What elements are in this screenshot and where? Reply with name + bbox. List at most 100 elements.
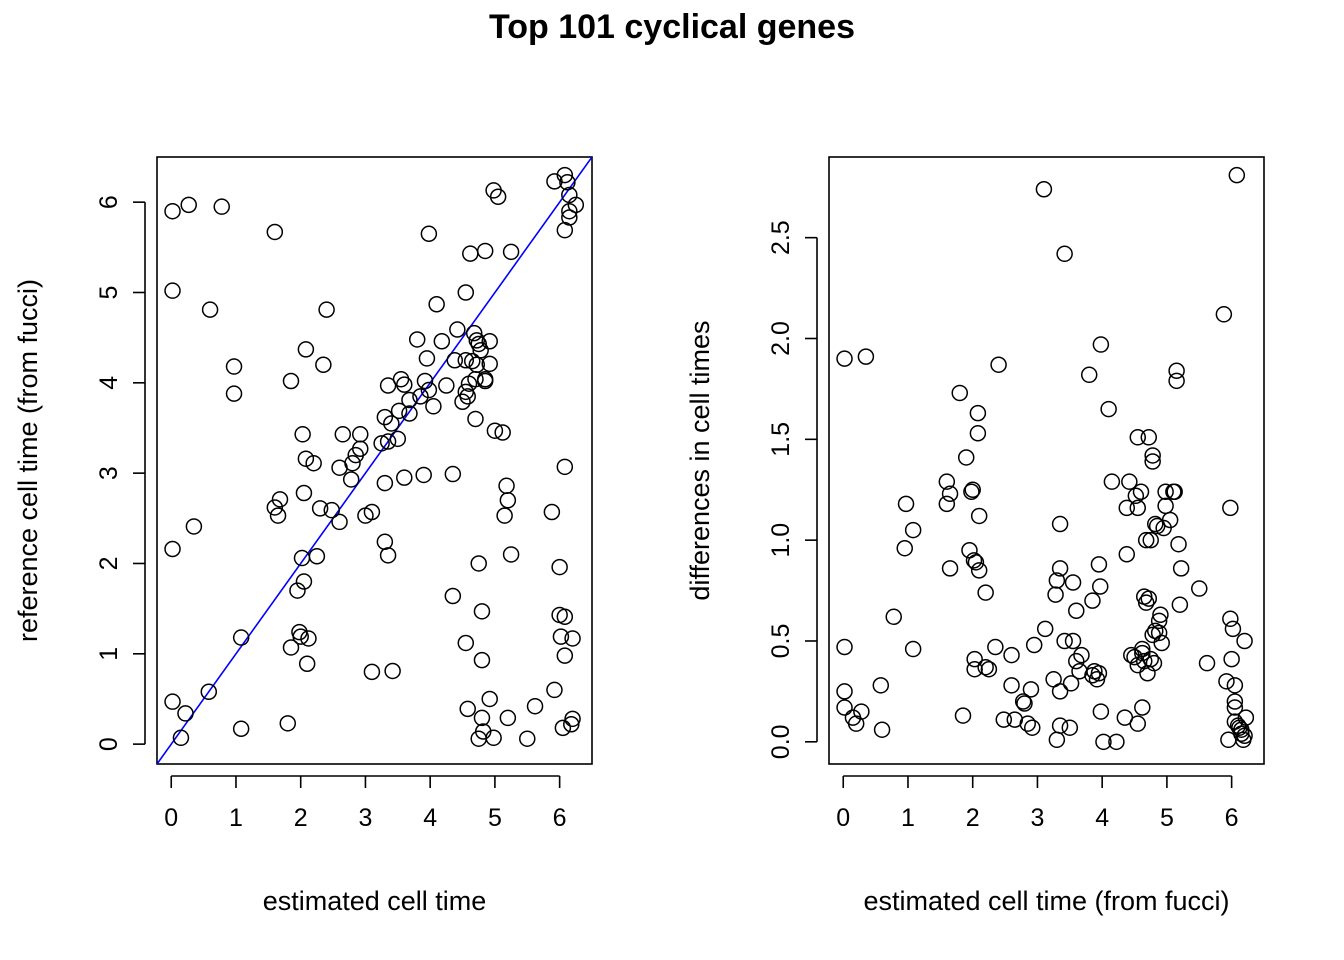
data-point	[1047, 586, 1064, 603]
data-point	[363, 663, 381, 681]
data-point	[396, 469, 413, 486]
data-point	[481, 690, 498, 708]
data-point	[499, 709, 517, 727]
data-point	[987, 638, 1004, 656]
data-point	[457, 634, 475, 652]
data-point	[486, 422, 504, 439]
data-point	[266, 223, 284, 241]
data-point	[294, 426, 311, 443]
data-point	[412, 388, 429, 405]
data-point	[896, 539, 913, 557]
data-point	[282, 372, 300, 390]
data-point	[1236, 727, 1253, 745]
data-point	[1103, 473, 1121, 490]
data-point	[1215, 306, 1233, 323]
data-point	[180, 196, 197, 214]
data-point	[1226, 699, 1244, 716]
data-point	[496, 507, 513, 524]
data-point	[941, 560, 959, 577]
data-point	[379, 377, 397, 394]
left-plot-frame	[156, 156, 593, 765]
data-point	[564, 710, 581, 728]
data-point	[1142, 531, 1159, 549]
data-point	[1091, 578, 1109, 595]
data-point	[1150, 612, 1168, 630]
data-point	[164, 282, 181, 299]
data-point	[376, 474, 394, 492]
data-point	[1236, 632, 1253, 650]
data-point	[300, 630, 317, 647]
data-point	[836, 638, 853, 656]
data-point	[470, 335, 487, 353]
data-point	[459, 388, 476, 405]
data-point	[1129, 715, 1147, 732]
data-point	[468, 332, 486, 349]
data-point	[401, 405, 418, 422]
right-y-tick-label: 1.5	[767, 422, 795, 457]
left-x-tick-label: 6	[553, 804, 567, 832]
data-point	[1142, 650, 1159, 668]
data-point	[1150, 624, 1168, 642]
data-point	[836, 699, 853, 716]
data-point	[554, 719, 572, 737]
data-point	[559, 174, 576, 191]
data-point	[502, 546, 520, 563]
data-point	[384, 662, 401, 680]
right-points	[836, 166, 1255, 751]
data-point	[564, 630, 581, 647]
data-point	[1237, 709, 1255, 726]
data-point	[392, 370, 410, 388]
data-point	[966, 660, 983, 678]
right-scatter-panel: 0 1 2 3 4 5 6 0.0 0.5 1.0 1.5 2.0 2.5 estimated cell …	[685, 156, 1265, 916]
left-y-tick-label: 1	[95, 647, 123, 661]
data-point	[1035, 181, 1053, 198]
data-point	[396, 376, 413, 393]
data-point	[342, 471, 360, 488]
data-point	[1073, 646, 1090, 664]
data-point	[1153, 634, 1170, 652]
right-x-tick-label: 3	[1030, 804, 1044, 832]
data-point	[561, 202, 578, 220]
data-point	[1152, 606, 1169, 624]
data-point	[172, 729, 190, 747]
data-point	[1090, 556, 1108, 573]
data-point	[551, 558, 568, 576]
data-point	[457, 284, 475, 301]
data-point	[1051, 515, 1069, 533]
data-point	[1051, 560, 1069, 577]
data-point	[1129, 499, 1147, 517]
data-point	[977, 658, 994, 676]
data-point	[1140, 429, 1158, 446]
data-point	[1137, 531, 1155, 549]
data-point	[465, 324, 483, 342]
data-point	[1068, 652, 1085, 670]
data-point	[383, 415, 400, 432]
data-point	[289, 582, 306, 599]
data-point	[957, 449, 975, 466]
data-point	[546, 681, 563, 699]
data-point	[1068, 602, 1085, 619]
data-point	[1084, 592, 1101, 609]
data-point	[1191, 580, 1208, 597]
data-point	[1092, 336, 1110, 353]
data-point	[379, 547, 397, 564]
data-point	[363, 503, 381, 521]
data-point	[1147, 515, 1164, 533]
data-point	[1134, 644, 1151, 662]
data-point	[499, 491, 517, 509]
data-point	[308, 547, 326, 565]
data-point	[473, 651, 491, 669]
data-point	[1222, 499, 1239, 517]
data-point	[904, 521, 922, 539]
data-point	[965, 552, 983, 569]
data-point	[376, 533, 394, 551]
right-x-tick-label: 5	[1160, 804, 1174, 832]
data-point	[1170, 535, 1187, 553]
data-point	[232, 629, 250, 646]
data-point	[481, 355, 498, 373]
data-point	[561, 209, 578, 226]
data-point	[1127, 487, 1145, 505]
data-point	[1024, 719, 1041, 736]
data-point	[446, 351, 464, 369]
data-point	[201, 301, 219, 318]
